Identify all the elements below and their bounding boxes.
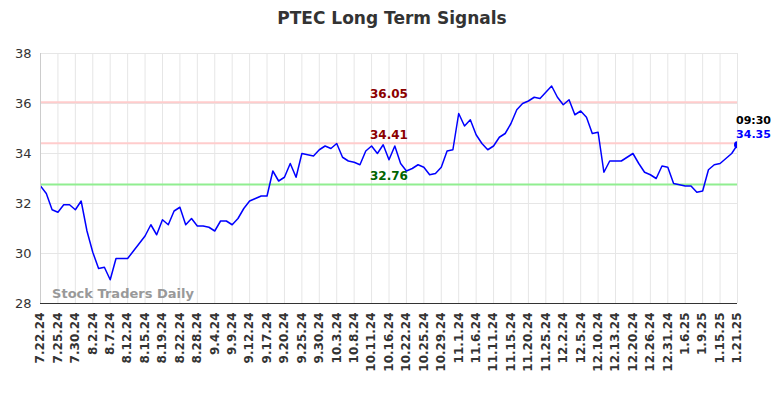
svg-text:11.1.24: 11.1.24 bbox=[452, 313, 466, 364]
svg-text:11.20.24: 11.20.24 bbox=[521, 313, 535, 372]
html-text:PTEC Long Term Signals: PTEC Long Term Signals bbox=[277, 8, 507, 28]
svg-text:9.25.24: 9.25.24 bbox=[295, 313, 309, 364]
svg-text:9.12.24: 9.12.24 bbox=[242, 313, 256, 364]
svg-text:30: 30 bbox=[15, 246, 32, 261]
svg-text:7.25.24: 7.25.24 bbox=[51, 313, 65, 364]
svg-text:36.05: 36.05 bbox=[370, 87, 408, 101]
svg-text:34.41: 34.41 bbox=[370, 128, 408, 142]
svg-text:8.12.24: 8.12.24 bbox=[120, 313, 134, 364]
svg-text:36: 36 bbox=[15, 96, 32, 111]
svg-text:8.7.24: 8.7.24 bbox=[103, 313, 117, 356]
svg-text:9.30.24: 9.30.24 bbox=[312, 313, 326, 364]
svg-text:12.5.24: 12.5.24 bbox=[574, 313, 588, 364]
svg-text:8.19.24: 8.19.24 bbox=[155, 313, 169, 364]
svg-text:10.16.24: 10.16.24 bbox=[382, 313, 396, 372]
svg-text:12.10.24: 12.10.24 bbox=[591, 313, 605, 372]
svg-text:7.30.24: 7.30.24 bbox=[68, 313, 82, 364]
svg-text:09:30: 09:30 bbox=[736, 114, 771, 127]
svg-text:11.11.24: 11.11.24 bbox=[486, 313, 500, 372]
svg-text:38: 38 bbox=[15, 46, 32, 61]
svg-text:9.4.24: 9.4.24 bbox=[208, 313, 222, 356]
svg-text:12.2.24: 12.2.24 bbox=[556, 313, 570, 364]
svg-text:10.11.24: 10.11.24 bbox=[364, 313, 378, 372]
svg-text:28: 28 bbox=[15, 296, 32, 311]
svg-text:10.25.24: 10.25.24 bbox=[417, 313, 431, 372]
svg-text:11.15.24: 11.15.24 bbox=[504, 313, 518, 372]
svg-text:10.8.24: 10.8.24 bbox=[347, 313, 361, 364]
svg-text:8.28.24: 8.28.24 bbox=[190, 313, 204, 364]
svg-text:12.13.24: 12.13.24 bbox=[608, 313, 622, 372]
svg-text:1.21.25: 1.21.25 bbox=[730, 313, 744, 364]
svg-text:9.17.24: 9.17.24 bbox=[260, 313, 274, 364]
svg-text:12.26.24: 12.26.24 bbox=[643, 313, 657, 372]
svg-text:34.35: 34.35 bbox=[736, 128, 771, 141]
svg-text:11.6.24: 11.6.24 bbox=[469, 313, 483, 364]
svg-text:11.25.24: 11.25.24 bbox=[539, 313, 553, 372]
svg-text:32.76: 32.76 bbox=[370, 169, 408, 183]
svg-text:10.22.24: 10.22.24 bbox=[399, 313, 413, 372]
svg-text:1.6.25: 1.6.25 bbox=[678, 313, 692, 356]
svg-text:9.9.24: 9.9.24 bbox=[225, 313, 239, 356]
svg-text:10.29.24: 10.29.24 bbox=[434, 313, 448, 372]
svg-text:8.15.24: 8.15.24 bbox=[138, 313, 152, 364]
svg-text:7.22.24: 7.22.24 bbox=[33, 313, 47, 364]
svg-text:Stock Traders Daily: Stock Traders Daily bbox=[52, 286, 194, 301]
svg-text:8.2.24: 8.2.24 bbox=[86, 313, 100, 356]
svg-text:10.3.24: 10.3.24 bbox=[330, 313, 344, 364]
svg-text:8.22.24: 8.22.24 bbox=[173, 313, 187, 364]
svg-text:1.15.25: 1.15.25 bbox=[713, 313, 727, 364]
svg-text:12.31.24: 12.31.24 bbox=[661, 313, 675, 372]
svg-text:12.20.24: 12.20.24 bbox=[626, 313, 640, 372]
svg-text:34: 34 bbox=[15, 146, 32, 161]
svg-text:1.9.25: 1.9.25 bbox=[695, 313, 709, 356]
svg-text:32: 32 bbox=[15, 196, 32, 211]
svg-text:9.20.24: 9.20.24 bbox=[277, 313, 291, 364]
